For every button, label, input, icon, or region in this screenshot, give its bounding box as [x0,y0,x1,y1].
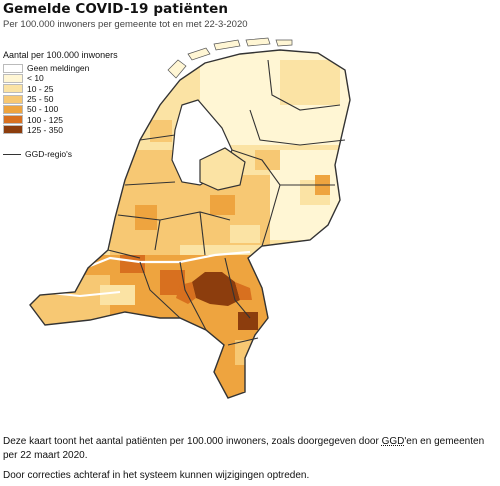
rivers-delta [79,250,251,272]
map-legend: Aantal per 100.000 inwoners Geen melding… [3,50,118,159]
correction-note: Door correcties achteraf in het systeem … [3,470,310,481]
legend-label: 25 - 50 [27,94,54,105]
description-text-end: 'en en gemeenten per 22 maart 2020. [3,436,485,461]
map-description: Deze kaart toont het aantal patiënten pe… [3,435,497,463]
page-title: Gemelde COVID-19 patiënten [3,1,229,17]
legend-label: < 10 [27,73,44,84]
legend-swatch [3,63,23,73]
wadden-islands [167,37,293,79]
page-subtitle: Per 100.000 inwoners per gemeente tot en… [3,19,248,30]
legend-title: Aantal per 100.000 inwoners [3,50,118,60]
legend-label: 50 - 100 [27,104,59,115]
legend-rows: Geen meldingen < 10 10 - 25 25 - 50 50 - 100… [3,63,118,135]
legend-label: 10 - 25 [27,83,54,94]
flevoland [199,147,246,191]
legend-swatch [3,125,23,135]
description-text: Deze kaart toont het aantal patiënten pe… [3,436,382,447]
legend-item: 125 - 350 [3,125,118,135]
legend-item: 25 - 50 [3,94,118,104]
legend-ggd: GGD-regio's [3,149,118,159]
ggd-line-icon [3,153,21,155]
legend-ggd-label: GGD-regio's [25,149,72,160]
ggd-region-borders [29,49,351,399]
legend-item: 50 - 100 [3,104,118,114]
region-zeeland [30,275,110,330]
legend-swatch [3,94,23,104]
region-groningen [280,60,340,105]
legend-label: 125 - 350 [27,124,63,135]
hotspot-brabant [192,272,240,306]
legend-label: Geen meldingen [27,63,90,74]
legend-item: 10 - 25 [3,84,118,94]
legend-swatch [3,115,23,125]
legend-item: Geen meldingen [3,63,118,73]
legend-label: 100 - 125 [27,114,63,125]
ggd-abbreviation[interactable]: GGD [381,436,405,447]
legend-swatch [3,104,23,114]
legend-swatch [3,84,23,94]
legend-item: < 10 [3,73,118,83]
netherlands-map [29,37,351,399]
legend-swatch [3,73,23,83]
legend-item: 100 - 125 [3,114,118,125]
